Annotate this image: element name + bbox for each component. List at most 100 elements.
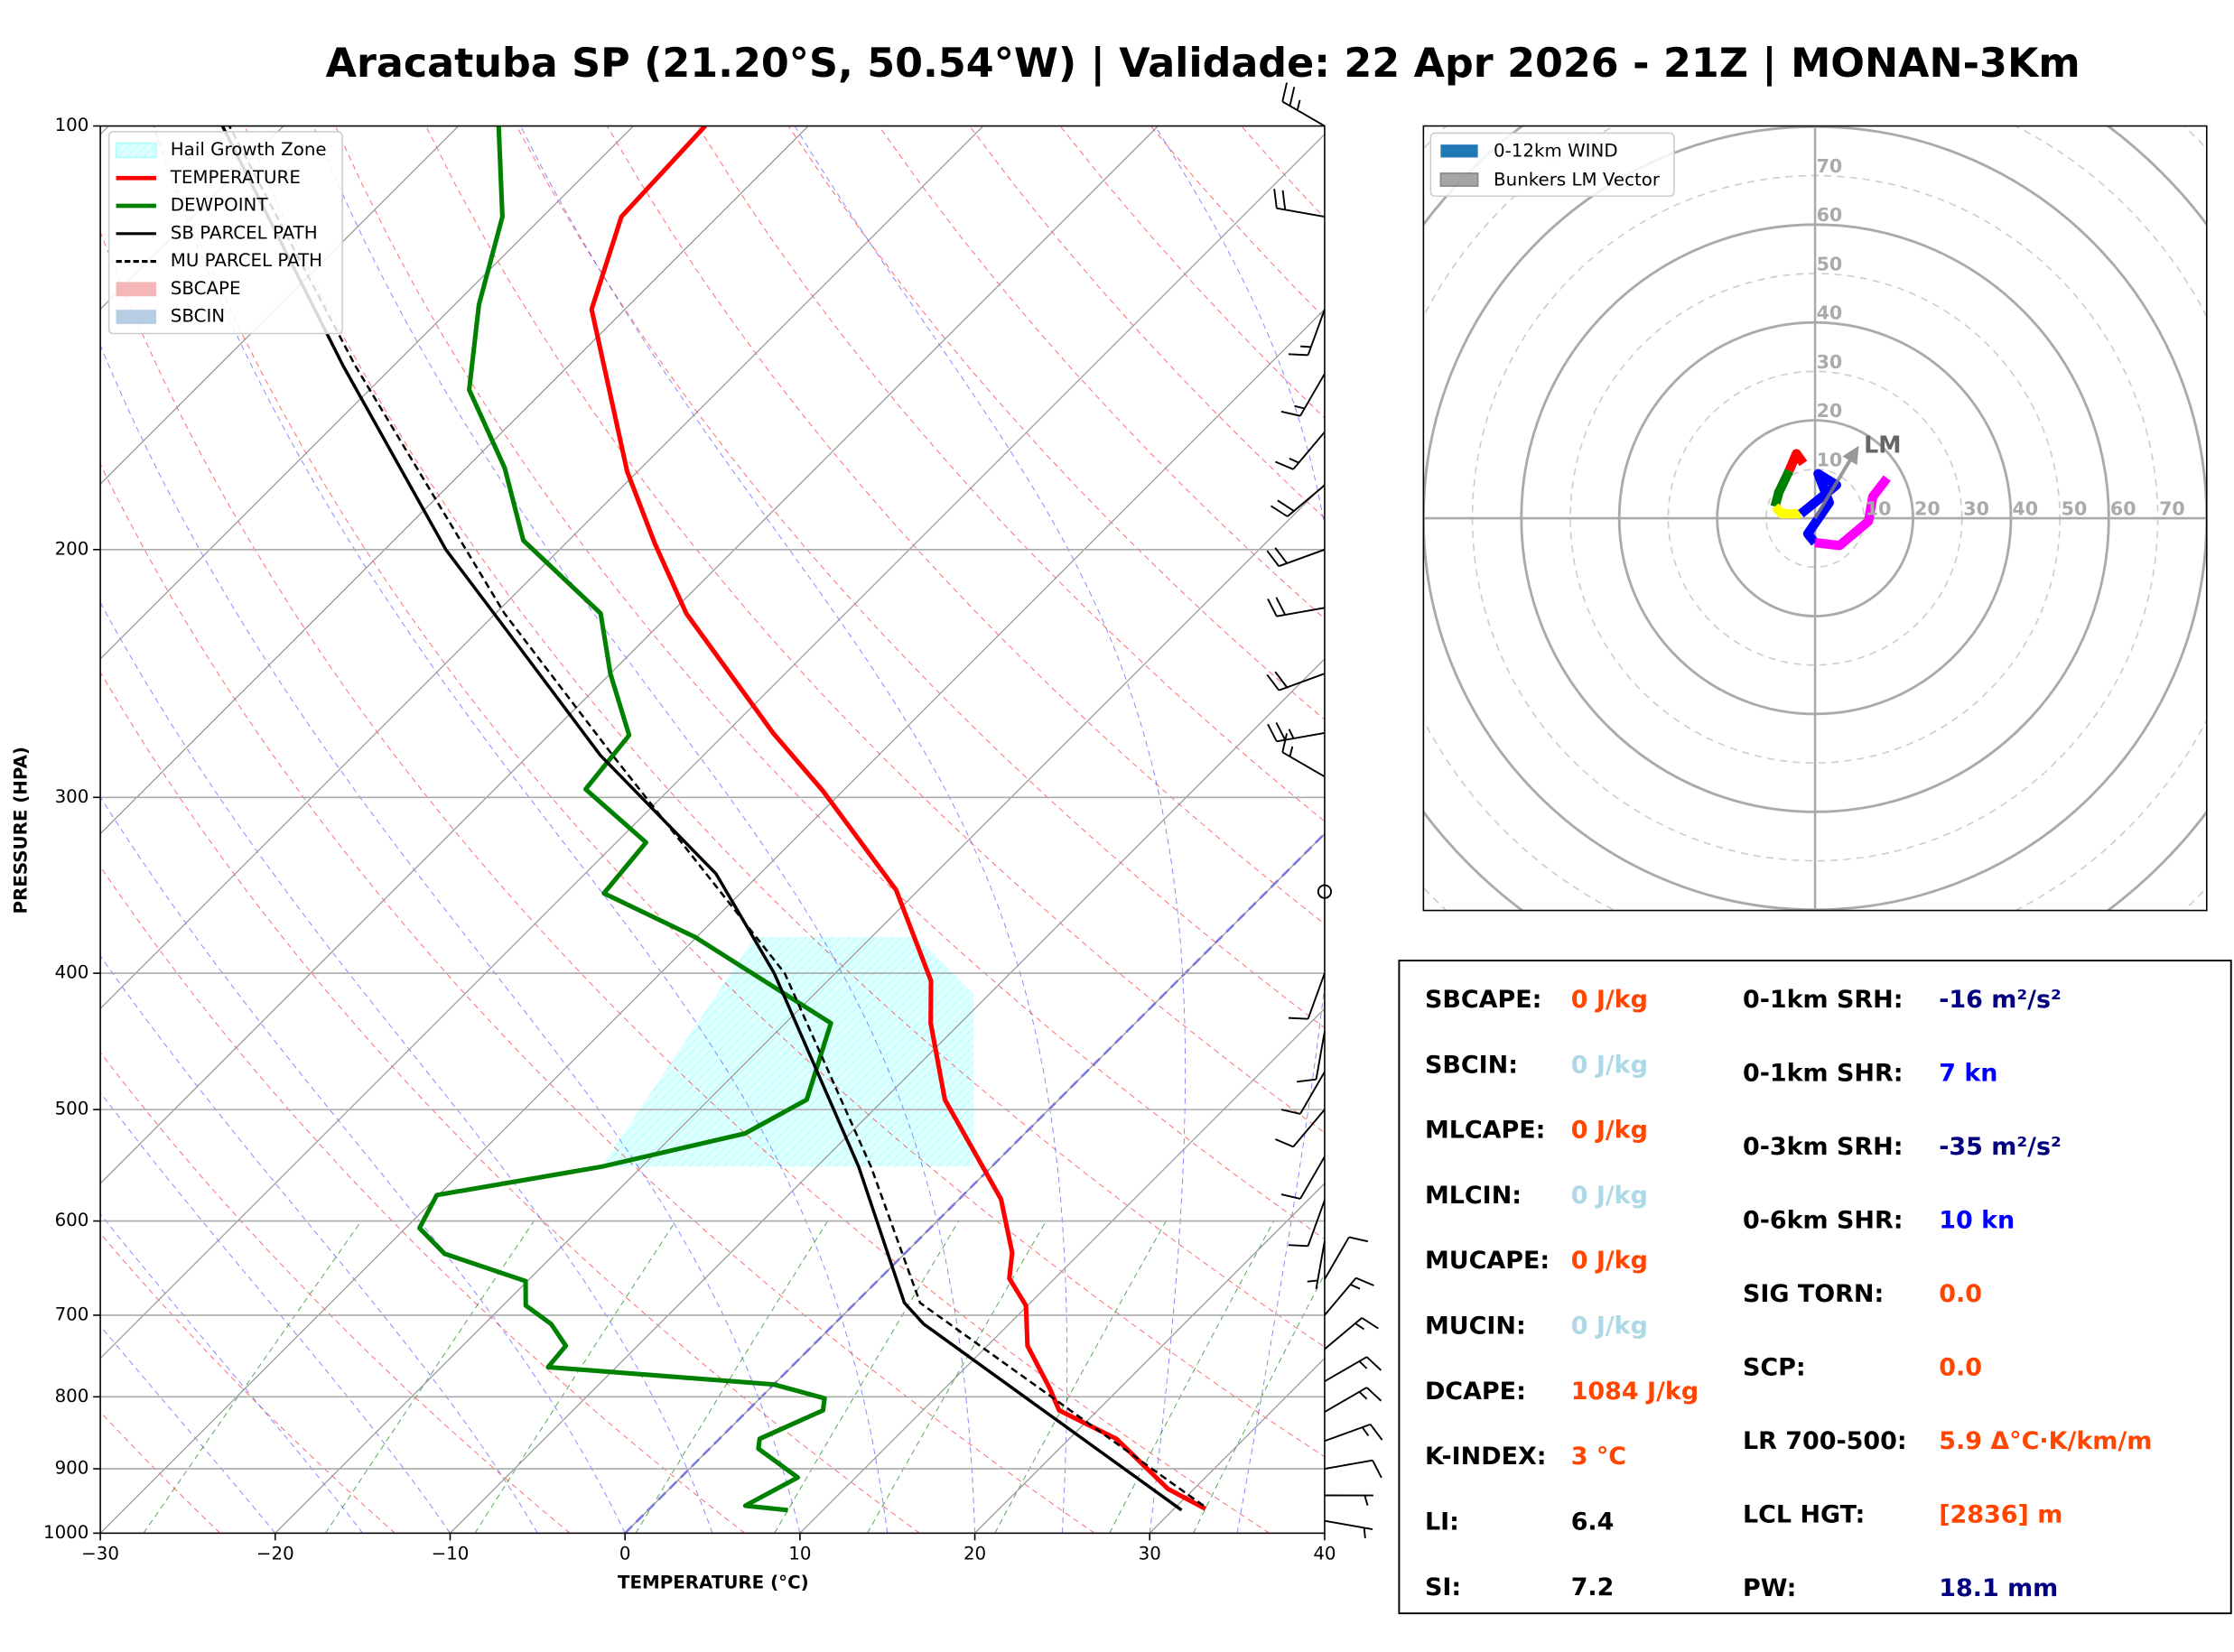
index-value: 0 J/kg bbox=[1571, 1117, 1648, 1145]
index-label: 0-6km SHR: bbox=[1743, 1206, 1903, 1234]
dry-adiabat bbox=[425, 125, 1325, 1134]
dry-adiabat bbox=[100, 865, 746, 1534]
wind-barb bbox=[1273, 189, 1326, 218]
wind-barb-calm bbox=[1317, 884, 1333, 899]
legend-label: DEWPOINT bbox=[171, 195, 269, 216]
wind-barb bbox=[1280, 1155, 1326, 1200]
x-tick-label: 0 bbox=[619, 1544, 631, 1564]
y-tick-label: 400 bbox=[55, 962, 89, 983]
profile-line bbox=[228, 125, 1205, 1507]
isotherm bbox=[974, 1183, 1325, 1534]
index-label: MUCAPE: bbox=[1425, 1247, 1550, 1275]
index-label: SI: bbox=[1425, 1573, 1461, 1601]
moist-adiabat bbox=[100, 1325, 276, 1534]
wind-barb bbox=[1297, 1031, 1326, 1083]
isotherm bbox=[100, 125, 284, 311]
profile-line bbox=[417, 125, 833, 1513]
hail-growth-zone bbox=[601, 936, 974, 1167]
index-value: 1084 J/kg bbox=[1571, 1378, 1699, 1406]
wind-barb bbox=[1324, 1356, 1382, 1382]
mixing-ratio-line bbox=[1193, 1273, 1325, 1534]
x-tick-label: −20 bbox=[256, 1544, 294, 1564]
hodo-ring-label: 30 bbox=[1963, 498, 1989, 520]
y-tick-label: 800 bbox=[55, 1386, 89, 1406]
bunkers-lm-label: LM bbox=[1864, 431, 1901, 458]
index-value: 0 J/kg bbox=[1571, 986, 1648, 1014]
index-value: 0.0 bbox=[1939, 1354, 1982, 1382]
hodo-ring-label: 50 bbox=[2062, 498, 2088, 520]
wind-barb bbox=[1288, 972, 1326, 1020]
index-value: 7.2 bbox=[1571, 1573, 1615, 1601]
moist-adiabat bbox=[794, 125, 1187, 1534]
wind-barb bbox=[1275, 431, 1326, 470]
dry-adiabat bbox=[100, 1411, 221, 1534]
index-value: 10 kn bbox=[1939, 1206, 2015, 1234]
legend-box bbox=[107, 131, 343, 335]
wind-barb bbox=[1324, 1236, 1369, 1280]
mixing-ratio-line bbox=[143, 1220, 362, 1534]
index-value: 7 kn bbox=[1939, 1059, 1997, 1087]
wind-barb bbox=[1266, 547, 1326, 568]
wind-barb bbox=[1324, 1494, 1373, 1506]
legend-label: 0-12km WIND bbox=[1494, 141, 1618, 162]
legend-label: SBCAPE bbox=[171, 278, 241, 299]
y-tick-label: 900 bbox=[55, 1458, 89, 1479]
wind-barb bbox=[1324, 1387, 1382, 1413]
isotherm bbox=[100, 133, 1325, 1360]
legend-swatch bbox=[1440, 144, 1478, 158]
hodo-frame bbox=[1422, 125, 2208, 912]
hodo-trace bbox=[1770, 469, 1794, 508]
isotherm bbox=[799, 1007, 1325, 1534]
index-value: 0 J/kg bbox=[1571, 1313, 1648, 1341]
freezing-isotherm bbox=[624, 831, 1325, 1534]
wind-barb bbox=[1288, 1200, 1326, 1248]
isotherm bbox=[100, 125, 984, 1010]
legend-label: SBCIN bbox=[171, 306, 225, 327]
isotherm bbox=[100, 125, 1159, 1184]
index-label: 0-1km SRH: bbox=[1743, 986, 1903, 1014]
index-value: 0.0 bbox=[1939, 1280, 1982, 1308]
isotherm bbox=[100, 125, 634, 660]
y-tick-label: 1000 bbox=[43, 1522, 88, 1543]
index-value: 18.1 mm bbox=[1939, 1574, 2058, 1602]
mixing-ratio-line bbox=[867, 1220, 1047, 1534]
index-label: MLCAPE: bbox=[1425, 1117, 1546, 1145]
hodo-ring-label: 10 bbox=[1866, 498, 1892, 520]
legend-swatch bbox=[116, 282, 156, 297]
index-label: SCP: bbox=[1743, 1354, 1806, 1382]
moist-adiabat bbox=[520, 125, 1068, 1534]
moist-adiabat bbox=[100, 601, 713, 1534]
x-tick-label: 20 bbox=[963, 1544, 986, 1564]
x-tick-label: 30 bbox=[1139, 1544, 1161, 1564]
profile-line bbox=[589, 125, 1207, 1511]
dry-adiabat bbox=[334, 125, 1325, 1240]
index-label: K-INDEX: bbox=[1425, 1443, 1547, 1471]
index-value: 0 J/kg bbox=[1571, 1051, 1648, 1079]
indices-box bbox=[1398, 960, 2232, 1615]
y-tick-label: 200 bbox=[55, 538, 89, 559]
wind-barb bbox=[1280, 1071, 1326, 1115]
isotherm bbox=[100, 125, 809, 835]
index-value: [2836] m bbox=[1939, 1501, 2062, 1529]
moist-adiabat bbox=[100, 344, 801, 1534]
legend-label: Hail Growth Zone bbox=[171, 139, 327, 160]
wind-barb bbox=[1324, 1519, 1373, 1538]
index-value: -35 m²/s² bbox=[1939, 1133, 2062, 1161]
dry-adiabat bbox=[100, 463, 1095, 1534]
wind-barb bbox=[1288, 309, 1326, 357]
wind-barb bbox=[1275, 1109, 1326, 1148]
x-axis-label: TEMPERATURE (°C) bbox=[618, 1572, 809, 1592]
x-tick-label: 40 bbox=[1313, 1544, 1336, 1564]
wind-barb bbox=[1324, 1317, 1379, 1350]
hodo-trace bbox=[1784, 449, 1808, 473]
hodo-ring-label: 60 bbox=[1817, 204, 1843, 226]
hodo-ring-label: 70 bbox=[2159, 498, 2185, 520]
hodo-trace bbox=[1771, 503, 1801, 519]
index-label: PW: bbox=[1743, 1574, 1796, 1602]
indices-table: SBCAPE: 0 J/kg SBCIN: 0 J/kg MLCAPE: 0 J/kg ML… bbox=[1425, 986, 2152, 1602]
index-label: MLCIN: bbox=[1425, 1182, 1522, 1210]
y-axis-label: PRESSURE (HPA) bbox=[10, 747, 31, 914]
dry-adiabat bbox=[154, 125, 1325, 1458]
y-tick-label: 100 bbox=[55, 115, 89, 135]
isotherm bbox=[100, 308, 1325, 1534]
